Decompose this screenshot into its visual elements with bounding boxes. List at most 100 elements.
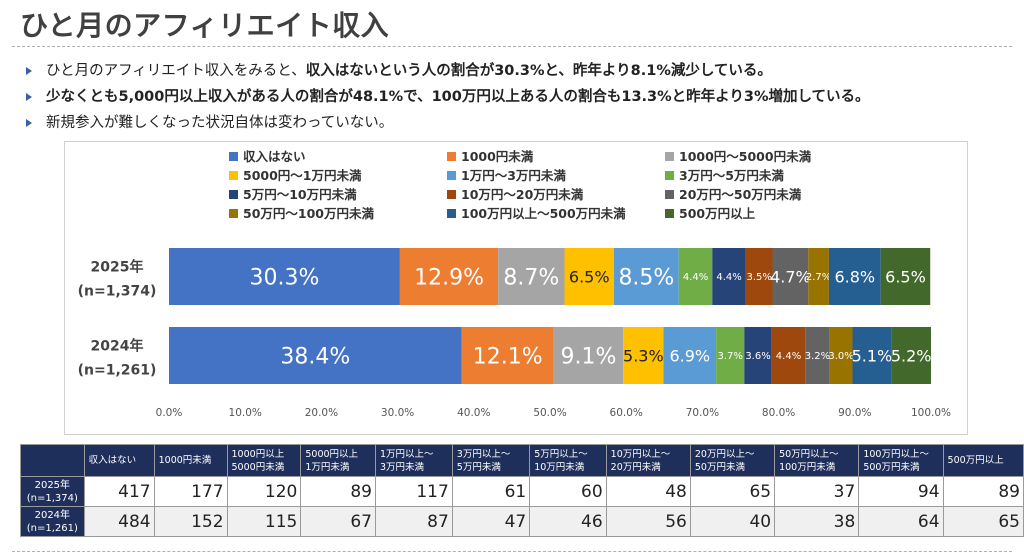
table-cell: 65 [689, 476, 776, 507]
table-row-label: 2025年 (n=1,374) [20, 476, 85, 507]
bullet-item: 少なくとも5,000円以上収入がある人の割合が48.1%で、100万円以上ある人… [22, 84, 1022, 110]
bar-segment [169, 248, 400, 305]
bar-segment [663, 327, 717, 384]
table-cell: 87 [375, 506, 453, 537]
bar-segment [772, 248, 809, 305]
bullet-item: 新規参入が難しくなった状況自体は変わっていない。 [22, 110, 1022, 136]
bar-segment [678, 248, 713, 305]
data-label: 6.5% [569, 267, 610, 286]
legend-label: 50万円～100万円未満 [243, 206, 374, 221]
legend-label: 3万円～5万円未満 [679, 168, 784, 183]
data-label: 6.5% [885, 267, 926, 286]
page-title: ひと月のアフィリエイト収入 [20, 9, 390, 42]
table-header-cell: 100万円以上～ 500万円未満 [858, 444, 944, 477]
bar-segment [169, 327, 462, 384]
table-cell: 61 [451, 476, 531, 507]
data-label: 5.2% [891, 346, 932, 365]
stacked-bar-chart: 収入はない 1000円未満 1000円～5000円未満 5000円～1万円未満 1万円～… [78, 149, 951, 419]
table-cell: 65 [942, 506, 1024, 537]
table-header-corner [20, 444, 85, 477]
x-tick-label: 10.0% [229, 407, 262, 419]
table-cell: 177 [153, 476, 228, 507]
bar-segment [716, 327, 745, 384]
x-tick-label: 90.0% [838, 407, 871, 419]
legend-swatch [447, 190, 456, 199]
table-cell: 152 [153, 506, 228, 537]
bar-segment [880, 248, 931, 305]
data-label: 30.3% [249, 265, 319, 290]
legend-label: 500万円以上 [679, 206, 756, 221]
bar-segment [399, 248, 499, 305]
data-label: 3.7% [718, 351, 743, 362]
bullet-list: ひと月のアフィリエイト収入をみると、収入はないという人の割合が30.3%と、昨年… [22, 58, 1022, 136]
triangle-bullet-icon [26, 93, 32, 101]
table-cell: 40 [689, 506, 776, 537]
x-tick-label: 0.0% [156, 407, 183, 419]
data-label: 8.5% [618, 265, 674, 290]
bullet-item: ひと月のアフィリエイト収入をみると、収入はないという人の割合が30.3%と、昨年… [22, 58, 1022, 84]
data-label: 9.1% [561, 344, 617, 369]
bullet-text: ひと月のアフィリエイト収入をみると、 [46, 63, 306, 79]
legend-swatch [665, 209, 674, 218]
table-cell: 48 [605, 476, 691, 507]
table-cell: 115 [226, 506, 302, 537]
table-cell: 484 [83, 506, 155, 537]
legend-swatch [229, 171, 238, 180]
data-label: 3.0% [828, 351, 853, 362]
table-row: 2025年 (n=1,374) 417 177 120 89 117 61 60 … [20, 476, 1024, 507]
data-label: 12.9% [414, 265, 484, 290]
data-label: 12.1% [473, 344, 543, 369]
bullet-text: 新規参入が難しくなった状況自体は変わっていない。 [46, 115, 394, 131]
bar-segment [614, 248, 679, 305]
legend-swatch [447, 152, 456, 161]
legend-swatch [229, 190, 238, 199]
category-label: (n=1,374) [78, 284, 157, 300]
legend-label: 1万円～3万円未満 [461, 168, 566, 183]
category-label: (n=1,261) [78, 363, 157, 379]
bar-segment [805, 327, 830, 384]
table-cell: 417 [83, 476, 155, 507]
table-header-cell: 1000円未満 [153, 444, 228, 477]
table-header-cell: 5万円以上～ 10万円未満 [529, 444, 607, 477]
table-header-cell: 1000円以上 5000円未満 [226, 444, 302, 477]
table-cell: 46 [529, 506, 607, 537]
legend-label: 1000円未満 [461, 149, 534, 164]
data-label: 6.9% [669, 346, 710, 365]
table-cell: 56 [605, 506, 691, 537]
triangle-bullet-icon [26, 119, 32, 127]
table-row: 2024年 (n=1,261) 484 152 115 67 87 47 46 5… [20, 506, 1024, 537]
x-tick-label: 20.0% [305, 407, 338, 419]
data-label: 3.5% [746, 272, 771, 283]
legend-swatch [665, 190, 674, 199]
bottom-divider [12, 551, 1012, 552]
title-divider [12, 46, 1012, 47]
table-header-row: 収入はない 1000円未満 1000円以上 5000円未満 5000円以上 1万円未… [20, 444, 1024, 477]
triangle-bullet-icon [26, 67, 32, 75]
table-cell: 38 [774, 506, 860, 537]
bar-segment [553, 327, 624, 384]
table-cell: 64 [858, 506, 944, 537]
legend-swatch [665, 171, 674, 180]
bar-segment [712, 248, 746, 305]
bar-segment [771, 327, 806, 384]
x-tick-label: 50.0% [533, 407, 566, 419]
table-cell: 89 [300, 476, 376, 507]
bullet-emphasis: 少なくとも5,000円以上収入がある人の割合が48.1%で、100万円以上ある人… [46, 89, 870, 105]
legend-label: 5万円～10万円未満 [243, 187, 357, 202]
x-tick-label: 60.0% [610, 407, 643, 419]
data-label: 38.4% [280, 344, 350, 369]
legend-swatch [447, 171, 456, 180]
table-header-cell: 1万円以上～ 3万円未満 [375, 444, 453, 477]
bar-segment [808, 248, 829, 305]
data-label: 6.8% [834, 267, 875, 286]
table-header-cell: 500万円以上 [942, 444, 1024, 477]
legend-swatch [229, 152, 238, 161]
legend-label: 10万円～20万円未満 [461, 187, 584, 202]
bar-segment [891, 327, 931, 384]
count-table: 収入はない 1000円未満 1000円以上 5000円未満 5000円以上 1万円未… [20, 444, 1024, 537]
data-label: 3.6% [745, 351, 770, 362]
data-label: 4.4% [776, 351, 801, 362]
data-label: 2.7% [806, 272, 831, 283]
table-header-cell: 20万円以上～ 50万円未満 [689, 444, 776, 477]
legend-label: 5000円～1万円未満 [243, 168, 362, 183]
